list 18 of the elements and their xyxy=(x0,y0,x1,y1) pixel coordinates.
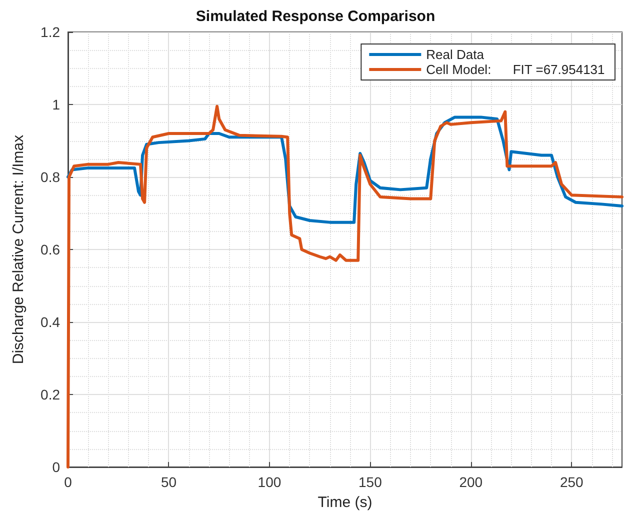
x-tick-label: 250 xyxy=(560,474,584,490)
x-axis-title: Time (s) xyxy=(318,494,372,511)
y-axis-title: Discharge Relative Current: I/Imax xyxy=(10,134,27,364)
chart-title: Simulated Response Comparison xyxy=(196,8,436,25)
legend-label: Real Data xyxy=(426,47,485,62)
y-tick-label: 1 xyxy=(52,96,60,112)
x-tick-label: 0 xyxy=(64,474,72,490)
x-tick-label: 50 xyxy=(160,474,177,490)
y-tick-label: 0.8 xyxy=(40,169,60,185)
y-tick-label: 0.6 xyxy=(40,242,60,258)
x-tick-label: 200 xyxy=(459,474,483,490)
y-tick-label: 0.2 xyxy=(40,386,60,402)
legend-label: Cell Model: FIT =67.954131 xyxy=(426,62,605,77)
y-tick-label: 1.2 xyxy=(40,24,60,40)
x-tick-label: 100 xyxy=(258,474,282,490)
x-tick-label: 150 xyxy=(358,474,382,490)
y-tick-label: 0 xyxy=(52,459,60,475)
y-tick-label: 0.4 xyxy=(40,314,60,330)
